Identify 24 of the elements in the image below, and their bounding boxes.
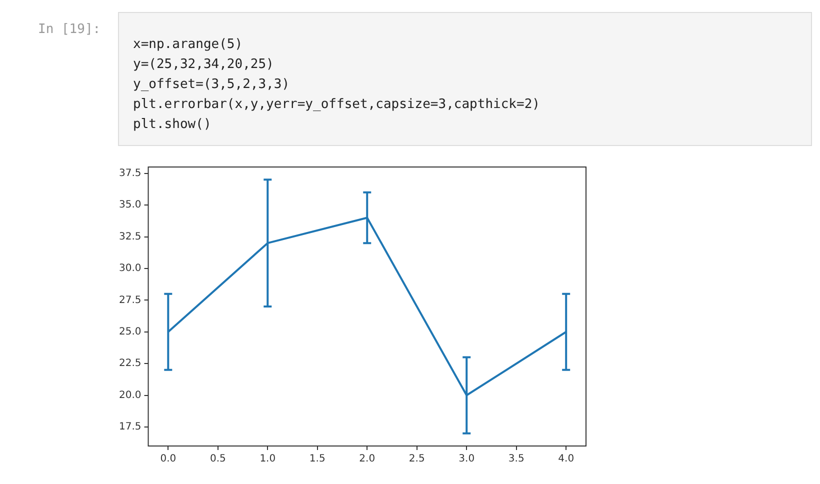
- y-tick-label: 25.0: [119, 326, 142, 338]
- y-tick-label: 20.0: [119, 390, 142, 401]
- x-tick-label: 2.0: [359, 454, 376, 465]
- text: y=(25,32,34,20,25): [133, 56, 275, 74]
- y-tick-label: 35.0: [119, 200, 142, 211]
- y-tick-label: 37.5: [119, 168, 142, 179]
- x-tick-label: 0.0: [160, 454, 176, 465]
- y-tick-label: 22.5: [119, 358, 142, 370]
- y-tick-label: 30.0: [119, 263, 142, 274]
- x-tick-label: 3.5: [508, 454, 524, 465]
- x-tick-label: 4.0: [558, 454, 574, 465]
- text: y_offset=(3,5,2,3,3): [133, 76, 291, 94]
- x-tick-label: 3.0: [458, 454, 475, 465]
- x-tick-label: 2.5: [408, 454, 425, 465]
- text: In [19]:: [38, 22, 101, 37]
- y-tick-label: 17.5: [119, 422, 142, 433]
- y-tick-label: 27.5: [119, 294, 142, 306]
- text: plt.errorbar(x,y,yerr=y_offset,capsize=3,capthick=2): [133, 96, 541, 114]
- y-tick-label: 32.5: [119, 231, 142, 242]
- x-tick-label: 0.5: [210, 454, 226, 465]
- x-tick-label: 1.5: [309, 454, 326, 465]
- text: x=np.arange(5): [133, 36, 244, 54]
- x-tick-label: 1.0: [260, 454, 276, 465]
- text: plt.show(): [133, 116, 212, 134]
